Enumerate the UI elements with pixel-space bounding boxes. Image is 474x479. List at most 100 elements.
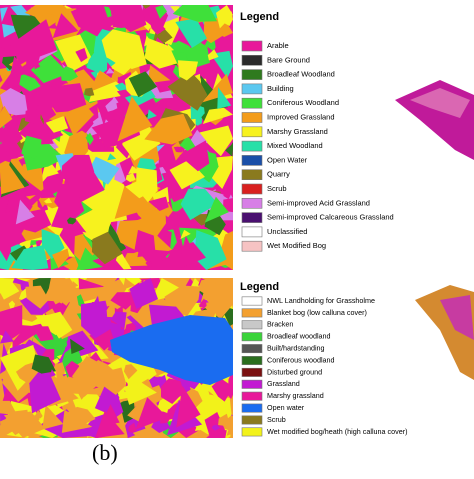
map-patch xyxy=(181,235,195,254)
map-patch xyxy=(218,112,233,125)
map-patch xyxy=(0,344,39,391)
map-patch xyxy=(56,282,75,306)
map-patch xyxy=(106,305,115,318)
map-patch xyxy=(80,182,128,223)
map-patch xyxy=(70,338,85,355)
legend-title: Legend xyxy=(240,281,279,293)
map-patch xyxy=(59,256,81,270)
map-patch xyxy=(175,52,188,63)
legend-label: Quarry xyxy=(267,170,290,179)
map-patch xyxy=(168,241,206,270)
render-3d-b-detail xyxy=(440,295,474,340)
map-patch xyxy=(107,153,117,161)
map-patch xyxy=(30,54,69,84)
map-patch xyxy=(125,173,136,183)
map-patch xyxy=(24,5,53,19)
legend-swatch xyxy=(241,183,263,195)
map-patch xyxy=(126,22,138,32)
map-patch xyxy=(225,142,233,157)
map-patch xyxy=(50,278,67,287)
map-patch xyxy=(182,39,210,68)
map-patch xyxy=(197,278,216,297)
map-patch xyxy=(61,154,95,189)
legend-label: Mixed Woodland xyxy=(267,141,323,150)
map-patch xyxy=(123,364,138,380)
map-patch xyxy=(3,411,46,438)
map-patch xyxy=(87,156,120,185)
map-patch xyxy=(173,146,183,153)
legend-label: Semi-improved Acid Grassland xyxy=(267,198,370,207)
legend-label: Improved Grassland xyxy=(267,112,335,121)
map-patch xyxy=(137,247,147,258)
map-patch xyxy=(105,67,115,74)
map-patch xyxy=(124,379,157,405)
legend-label: Marshy Grassland xyxy=(267,127,328,136)
lake xyxy=(110,315,233,385)
legend-swatch xyxy=(241,126,263,138)
map-patch xyxy=(38,157,61,188)
map-patch xyxy=(76,247,102,270)
legend-swatch xyxy=(241,97,263,109)
map-patch xyxy=(217,87,232,109)
legend-label: Disturbed ground xyxy=(267,367,322,376)
legend-swatch xyxy=(241,140,263,152)
map-patch xyxy=(167,71,208,111)
map-patch xyxy=(155,5,167,19)
map-patch xyxy=(85,132,94,146)
map-patch xyxy=(115,5,147,33)
map-patch xyxy=(161,378,184,405)
legend-label: Blanket bog (low calluna cover) xyxy=(267,308,367,317)
map-patch xyxy=(180,229,191,240)
legend-swatch xyxy=(241,344,263,354)
map-patch xyxy=(101,29,147,70)
legend-swatch xyxy=(241,155,263,166)
legend-label: Broadleaf woodland xyxy=(267,332,331,341)
map-patch xyxy=(147,64,171,84)
panel-caption: (b) xyxy=(92,440,118,465)
legend-label: Grassland xyxy=(267,379,300,388)
legend-title: Legend xyxy=(240,11,279,23)
map-patch xyxy=(106,62,113,70)
map-patch xyxy=(133,209,166,237)
map-patch xyxy=(142,5,151,9)
map-patch xyxy=(24,108,42,125)
map-patch xyxy=(0,120,23,153)
legend-swatch xyxy=(241,320,263,330)
map-patch xyxy=(25,285,49,309)
map-patch xyxy=(0,400,17,415)
legend-label: Bare Ground xyxy=(267,55,310,64)
map-patch xyxy=(41,228,65,260)
map-patch xyxy=(0,105,13,129)
legend-label: Wet modified bog/heath (high calluna cov… xyxy=(267,427,408,436)
map-patch xyxy=(52,357,60,364)
map-patch xyxy=(129,278,159,309)
map-patch xyxy=(128,422,137,433)
map-patch xyxy=(44,197,53,204)
legend-swatch xyxy=(241,40,263,52)
map-patch xyxy=(45,116,69,133)
map-patch xyxy=(135,397,168,430)
legend-label: Building xyxy=(267,84,294,93)
map-patch xyxy=(78,278,105,290)
map-patch xyxy=(215,5,233,29)
map-patch xyxy=(176,385,201,428)
map-patch xyxy=(226,423,233,436)
map-patch xyxy=(2,175,45,200)
map-patch xyxy=(196,125,233,157)
map-patch xyxy=(71,355,100,397)
legend-swatch xyxy=(241,169,263,181)
map-patch xyxy=(218,413,230,426)
map-patch xyxy=(42,404,64,430)
map-patch xyxy=(200,289,211,303)
map-patch xyxy=(31,354,56,374)
legend-label: NWL Landholding for Grassholme xyxy=(267,296,375,305)
map-patch xyxy=(116,89,132,99)
map-patch xyxy=(55,34,93,73)
map-patch xyxy=(29,203,41,212)
map-patch xyxy=(21,135,42,159)
map-patch xyxy=(29,363,61,414)
legend-swatch xyxy=(241,403,263,413)
map-patch xyxy=(110,9,123,24)
map-patch xyxy=(114,186,152,219)
